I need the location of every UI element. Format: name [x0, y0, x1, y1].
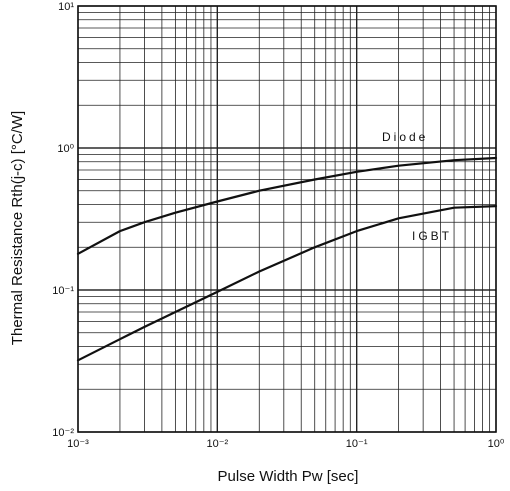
y-tick-label: 10¹ — [58, 1, 74, 13]
y-axis-label: Thermal Resistance Rth(j-c) [°C/W] — [9, 111, 26, 345]
y-tick-label: 10⁰ — [57, 143, 74, 155]
series-line-diode — [76, 156, 498, 255]
series-group — [76, 156, 498, 362]
series-label-diode: Diode — [382, 130, 428, 144]
x-tick-label: 10⁰ — [488, 438, 505, 450]
series-label-igbt: IGBT — [412, 229, 452, 243]
plot-frame — [77, 5, 497, 433]
x-axis-label: Pulse Width Pw [sec] — [218, 468, 359, 485]
x-tick-label: 10⁻³ — [67, 438, 89, 450]
x-tick-label: 10⁻¹ — [346, 438, 368, 450]
y-tick-label: 10⁻² — [52, 427, 74, 439]
series-line-igbt — [76, 205, 498, 362]
grid-lines — [77, 5, 497, 433]
y-tick-label: 10⁻¹ — [52, 285, 74, 297]
x-tick-label: 10⁻² — [206, 438, 228, 450]
